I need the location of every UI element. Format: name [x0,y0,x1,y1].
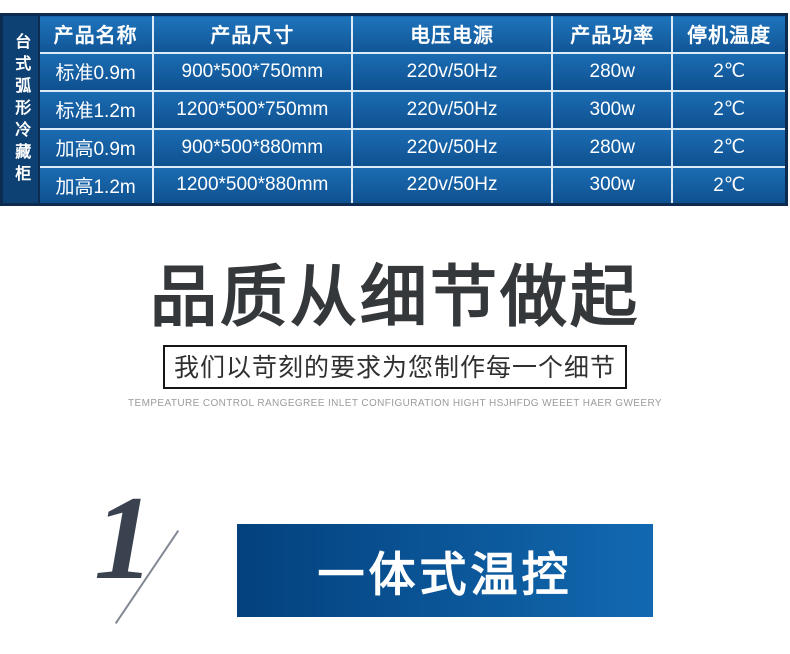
cell-power: 300w [551,89,674,130]
subtitle-box: 我们以苛刻的要求为您制作每一个细节 [162,345,627,390]
cell-power: 300w [551,165,674,206]
section-caption-en: TEMPEATURE CONTROL RANGEGREE INLET CONFI… [128,398,662,410]
cell-power-supply: 220v/50Hz [350,89,554,130]
feature-label: 一体式温控 [317,548,573,603]
table-header-row: 台式弧形冷藏柜 产品名称 产品尺寸 电压电源 产品功率 停机温度 [0,13,788,206]
cell-power-supply: 220v/50Hz [350,165,554,206]
col-header-power-supply: 电压电源 [350,13,554,54]
cell-power-supply: 220v/50Hz [350,51,554,92]
cell-size: 900*500*880mm [151,127,353,168]
table-row: 标准0.9m 900*500*750mm 220v/50Hz 280w 2℃ [2,51,788,92]
cell-temp: 2℃ [671,89,788,130]
table-row: 标准1.2m 1200*500*750mm 220v/50Hz 300w 2℃ [2,89,788,130]
cell-size: 1200*500*750mm [151,89,353,130]
col-header-size: 产品尺寸 [151,13,353,54]
cell-temp: 2℃ [671,127,788,168]
section-subtitle: 我们以苛刻的要求为您制作每一个细节 [173,355,616,383]
col-header-name: 产品名称 [37,13,154,54]
quality-section: 品质从细节做起 我们以苛刻的要求为您制作每一个细节 TEMPEATURE CON… [0,258,790,409]
cell-power-supply: 220v/50Hz [350,127,554,168]
cell-name: 标准1.2m [37,89,154,130]
cell-name: 标准0.9m [37,51,154,92]
section-title: 品质从细节做起 [150,258,640,336]
table-row: 加高0.9m 900*500*880mm 220v/50Hz 280w 2℃ [2,127,788,168]
cell-name: 加高0.9m [37,127,154,168]
col-header-power: 产品功率 [551,13,674,54]
col-header-temp: 停机温度 [671,13,788,54]
cell-size: 900*500*750mm [151,51,353,92]
cell-power: 280w [551,51,674,92]
table-side-label: 台式弧形冷藏柜 [0,13,40,206]
cell-size: 1200*500*880mm [151,165,353,206]
cell-temp: 2℃ [671,165,788,206]
spec-table: 台式弧形冷藏柜 产品名称 产品尺寸 电压电源 产品功率 停机温度 标准0.9m … [0,13,788,206]
cell-temp: 2℃ [671,51,788,92]
cell-power: 280w [551,127,674,168]
table-row: 加高1.2m 1200*500*880mm 220v/50Hz 300w 2℃ [2,165,788,206]
cell-name: 加高1.2m [37,165,154,206]
feature-banner: 一体式温控 [237,524,653,617]
